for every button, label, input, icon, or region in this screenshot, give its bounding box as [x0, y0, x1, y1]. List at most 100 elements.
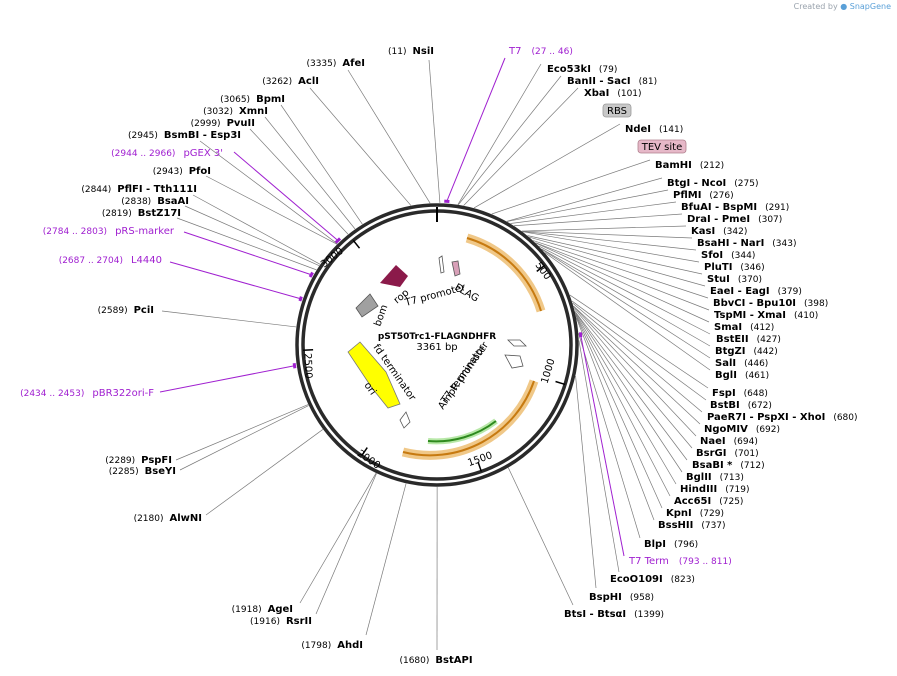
enzyme-label-ndei[interactable]: NdeI (141): [625, 124, 683, 135]
enzyme-label-afei[interactable]: (3335) AfeI: [306, 58, 365, 69]
connector-pvuii: [249, 128, 349, 235]
enzyme-label-eaei[interactable]: EaeI - EagI (379): [710, 286, 802, 297]
enzyme-label-acli[interactable]: (3262) AclI: [262, 76, 319, 87]
enzyme-label-pflfi[interactable]: (2844) PflFI - Tth111I: [81, 184, 197, 195]
enzyme-label-sfoi[interactable]: SfoI (344): [701, 250, 755, 261]
enzyme-label-bsphi[interactable]: BspHI (958): [589, 592, 654, 603]
connector-sali: [541, 249, 711, 359]
primer-label-l4440[interactable]: (2687 .. 2704) L4440: [59, 255, 162, 266]
enzyme-label-paer7i[interactable]: PaeR7I - PspXI - XhoI (680): [707, 412, 858, 423]
enzyme-label-hindiii[interactable]: HindIII (719): [680, 484, 749, 495]
enzyme-label-ahdi[interactable]: (1798) AhdI: [301, 640, 363, 651]
snapgene-logo: ●: [840, 2, 848, 11]
enzyme-label-bstbi[interactable]: BstBI (672): [710, 400, 772, 411]
enzyme-label-bseyi[interactable]: (2285) BseYI: [109, 466, 176, 477]
plasmid-size: 3361 bp: [416, 342, 457, 353]
connector-sfoi: [522, 231, 697, 251]
connector-naei: [573, 306, 697, 437]
connector-ndei: [473, 123, 621, 209]
connector-ngomiv: [573, 305, 701, 425]
enzyme-label-alwni[interactable]: (2180) AlwNI: [134, 513, 202, 524]
enzyme-label-bamhi[interactable]: BamHI (212): [655, 160, 724, 171]
connector-bsaai: [184, 205, 320, 266]
enzyme-label-kasi[interactable]: KasI (342): [691, 226, 747, 237]
connector-acli: [309, 87, 412, 206]
enzyme-label-fspi[interactable]: FspI (648): [712, 388, 768, 399]
enzyme-label-eco53ki[interactable]: Eco53kI (79): [547, 64, 617, 75]
enzyme-label-kpni[interactable]: KpnI (729): [666, 508, 724, 519]
enzyme-label-pluti[interactable]: PluTI (346): [704, 262, 765, 273]
enzyme-label-pfoi[interactable]: (2943) PfoI: [153, 166, 211, 177]
enzyme-label-btgzi[interactable]: BtgZI (442): [715, 346, 778, 357]
enzyme-label-naei[interactable]: NaeI (694): [700, 436, 758, 447]
enzyme-label-bsaai[interactable]: (2838) BsaAI: [121, 196, 189, 207]
connector-bstbi: [571, 300, 707, 401]
primer-mark-prs-marker: [308, 271, 314, 278]
enzyme-label-bsteii[interactable]: BstEII (427): [716, 334, 781, 345]
enzyme-label-bbvci[interactable]: BbvCI - Bpu10I (398): [713, 298, 828, 309]
feature-box-label-rbs[interactable]: RBS: [607, 106, 627, 117]
connector-banii: [458, 75, 562, 205]
enzyme-label-btsi[interactable]: BtsI - BtsαI (1399): [564, 609, 664, 620]
enzyme-label-btgi[interactable]: BtgI - NcoI (275): [667, 178, 759, 189]
connector-agei: [299, 473, 377, 604]
connector-alwni: [205, 429, 324, 516]
enzyme-label-nsii[interactable]: (11) NsiI: [388, 46, 434, 57]
enzyme-label-bsahi[interactable]: BsaHI - NarI (343): [697, 238, 797, 249]
enzyme-label-banii[interactable]: BanII - SacI (81): [567, 76, 657, 87]
primer-label-t7[interactable]: T7 (27 .. 46): [508, 46, 573, 57]
enzyme-label-bsrgi[interactable]: BsrGI (701): [696, 448, 759, 459]
connector-bsabi: [574, 311, 688, 461]
enzyme-label-pspfi[interactable]: (2289) PspFI: [105, 455, 172, 466]
enzyme-label-bstz17i[interactable]: (2819) BstZ17I: [102, 208, 181, 219]
primer-label-prs-marker[interactable]: (2784 .. 2803) pRS-marker: [43, 226, 175, 237]
enzyme-label-sali[interactable]: SalI (446): [715, 358, 768, 369]
enzyme-label-bfuai[interactable]: BfuAI - BspMI (291): [681, 202, 789, 213]
enzyme-label-stui[interactable]: StuI (370): [707, 274, 762, 285]
primer-connector-t7: [446, 57, 506, 202]
connector-pspfi: [175, 404, 309, 461]
connector-hindiii: [575, 312, 677, 485]
connector-eaei: [529, 236, 706, 287]
fd-terminator-shape: [399, 411, 411, 429]
enzyme-label-acc65i[interactable]: Acc65I (725): [674, 496, 743, 507]
tick-label-2500: 2500: [302, 353, 314, 379]
enzyme-label-bsmbi[interactable]: (2945) BsmBI - Esp3I: [128, 130, 241, 141]
bom-shape: [355, 293, 379, 318]
enzyme-label-bgli[interactable]: BglI (461): [715, 370, 769, 381]
snapgene-credit: Created by ● SnapGene: [794, 2, 891, 11]
primer-mark-l4440: [298, 296, 303, 302]
enzyme-label-pcii[interactable]: (2589) PciI: [98, 305, 154, 316]
enzyme-label-ngomiv[interactable]: NgoMIV (692): [704, 424, 780, 435]
enzyme-label-pflmi[interactable]: PflMI (276): [673, 190, 734, 201]
feature-box-label-tev-site[interactable]: TEV site: [641, 142, 683, 153]
primer-connector-prs-marker: [183, 231, 312, 276]
enzyme-label-bstapi[interactable]: (1680) BstAPI: [399, 655, 472, 666]
enzyme-label-bpmi[interactable]: (3065) BpmI: [220, 94, 285, 105]
connector-lines: [159, 57, 711, 651]
ampr-arc-lower-core: [402, 380, 535, 457]
enzyme-label-bsabi[interactable]: BsaBI * (712): [692, 460, 765, 471]
enzyme-label-blpi[interactable]: BlpI (796): [644, 539, 698, 550]
primer-label-pgex-3[interactable]: (2944 .. 2966) pGEX 3': [111, 148, 223, 159]
enzyme-label-ecoo109i[interactable]: EcoO109I (823): [610, 574, 695, 585]
enzyme-label-pvuii[interactable]: (2999) PvuII: [191, 118, 255, 129]
enzyme-label-bglii[interactable]: BglII (713): [686, 472, 744, 483]
primer-label-t7-term[interactable]: T7 Term (793 .. 811): [628, 556, 732, 567]
enzyme-label-xmni[interactable]: (3032) XmnI: [203, 106, 268, 117]
enzyme-label-tspmi[interactable]: TspMI - XmaI (410): [714, 310, 818, 321]
connector-ecoo109i: [578, 340, 620, 573]
t7-promoter-arrow: [438, 255, 445, 274]
enzyme-label-bsshii[interactable]: BssHII (737): [658, 520, 726, 531]
connector-bsahi: [521, 230, 693, 239]
enzyme-label-rsrii[interactable]: (1916) RsrII: [250, 616, 312, 627]
connector-pflfi: [192, 194, 321, 265]
enzyme-label-drai[interactable]: DraI - PmeI (307): [687, 214, 782, 225]
enzyme-label-agei[interactable]: (1918) AgeI: [232, 604, 293, 615]
enzyme-label-xbai[interactable]: XbaI (101): [584, 88, 642, 99]
plasmid-name: pST50Trc1-FLAGNDHFR: [378, 332, 496, 342]
primer-label-pbr322ori-f[interactable]: (2434 .. 2453) pBR322ori-F: [20, 388, 154, 399]
enzyme-label-smai[interactable]: SmaI (412): [714, 322, 774, 333]
connector-btgi: [506, 177, 663, 222]
connector-rsrii: [315, 473, 377, 615]
